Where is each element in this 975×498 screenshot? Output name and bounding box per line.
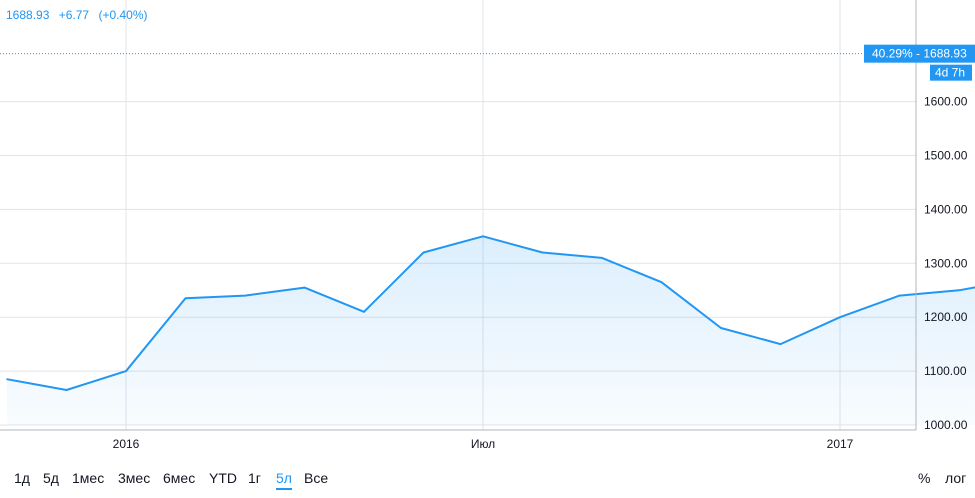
data-point bbox=[125, 370, 127, 372]
data-point bbox=[184, 297, 187, 300]
log-scale-toggle[interactable]: лог bbox=[945, 470, 967, 486]
data-point bbox=[6, 378, 8, 380]
data-point bbox=[839, 316, 841, 319]
data-point bbox=[660, 281, 663, 283]
data-point bbox=[422, 251, 425, 254]
countdown-tag-box bbox=[930, 64, 972, 81]
data-point bbox=[303, 286, 306, 289]
range-1y-button[interactable]: 1г bbox=[248, 470, 261, 486]
y-tick-label: 1600.00 bbox=[924, 95, 968, 109]
data-point bbox=[363, 311, 365, 313]
range-3m-button[interactable]: 3мес bbox=[118, 470, 151, 486]
y-tick-label: 1200.00 bbox=[924, 310, 968, 324]
y-tick-label: 1500.00 bbox=[924, 149, 968, 163]
data-point bbox=[482, 235, 484, 238]
last-price-marker: 40.29% - 1688.93 4d 7h bbox=[0, 44, 975, 81]
x-tick-label: 2017 bbox=[827, 437, 854, 451]
data-point bbox=[779, 343, 782, 345]
data-point bbox=[898, 294, 901, 297]
range-all-button[interactable]: Все bbox=[304, 470, 329, 486]
y-tick-label: 1000.00 bbox=[924, 418, 968, 432]
area-fill bbox=[7, 236, 975, 425]
range-1d-button[interactable]: 1д bbox=[14, 470, 30, 486]
range-1m-button[interactable]: 1мес bbox=[72, 470, 105, 486]
price-change: +6.77 bbox=[58, 8, 90, 22]
last-price-tag-label: 40.29% - 1688.93 bbox=[872, 47, 967, 61]
range-5y-button[interactable]: 5л bbox=[276, 470, 292, 490]
data-point bbox=[541, 251, 544, 254]
data-point bbox=[244, 294, 246, 297]
range-ytd-button[interactable]: YTD bbox=[209, 470, 237, 486]
last-price: 1688.93 bbox=[6, 8, 50, 22]
range-toolbar: 1д 5д 1мес 3мес 6мес YTD 1г 5л Все % лог bbox=[0, 466, 975, 493]
y-tick-label: 1400.00 bbox=[924, 202, 968, 216]
price-line bbox=[6, 235, 975, 391]
range-5d-button[interactable]: 5д bbox=[43, 470, 59, 486]
data-point bbox=[601, 257, 603, 259]
range-6m-button[interactable]: 6мес bbox=[163, 470, 196, 486]
x-tick-label: Июл bbox=[471, 437, 495, 451]
last-price-tag-box bbox=[864, 44, 975, 63]
x-tick-label: 2016 bbox=[113, 437, 140, 451]
data-point bbox=[65, 389, 68, 391]
data-point bbox=[958, 289, 960, 292]
percent-scale-toggle[interactable]: % bbox=[918, 470, 931, 486]
price-change-percent: (+0.40%) bbox=[98, 8, 148, 22]
series-line bbox=[6, 235, 975, 391]
quote-header: 1688.93 +6.77 (+0.40%) bbox=[6, 8, 153, 22]
countdown-tag-label: 4d 7h bbox=[935, 66, 965, 80]
y-tick-label: 1100.00 bbox=[924, 364, 967, 378]
price-area bbox=[7, 236, 975, 425]
axes: 1000.00 1100.00 1200.00 1300.00 1400.00 1500.… bbox=[0, 0, 968, 451]
data-point bbox=[720, 327, 722, 329]
y-tick-label: 1300.00 bbox=[924, 256, 968, 270]
